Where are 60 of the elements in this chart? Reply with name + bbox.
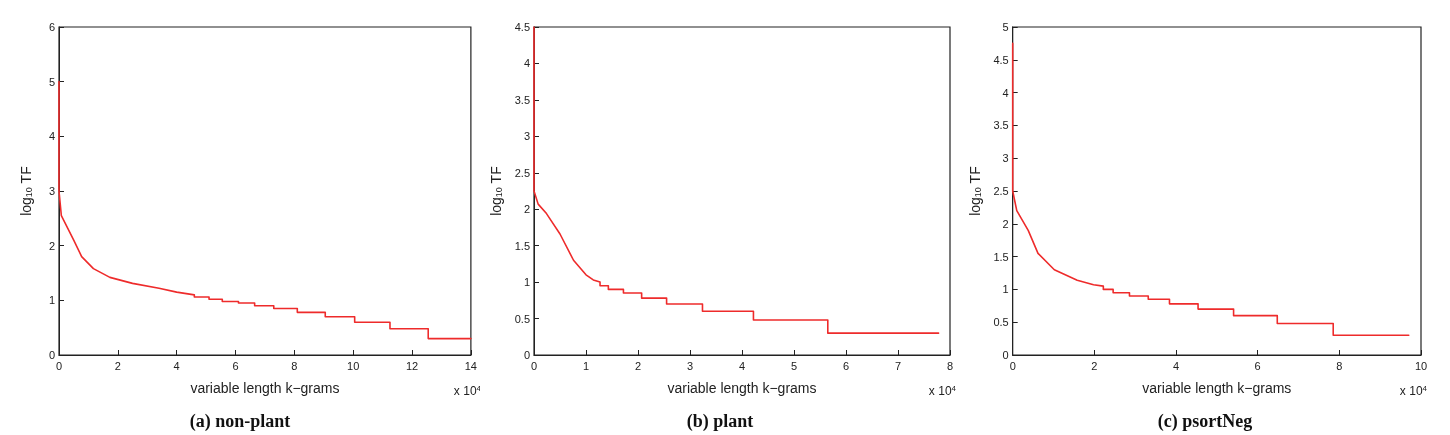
text: (c) psortNeg — [1157, 411, 1253, 432]
y-axis-title: log10 TF — [967, 166, 983, 216]
y-tick-label: 1 — [523, 276, 530, 289]
x-tick-label: 1 — [582, 359, 590, 372]
y-axis-title: log10 TF — [488, 166, 505, 216]
x-tick-label: 8 — [946, 359, 954, 372]
y-tick-label: 2.5 — [514, 166, 530, 179]
y-tick-label: 3.5 — [514, 93, 530, 106]
y-tick-label: 2 — [1002, 217, 1009, 230]
x-tick-label: 6 — [232, 359, 239, 372]
x-tick-label: 12 — [405, 359, 419, 372]
y-tick-label: 3 — [48, 185, 55, 197]
y-tick-label: 2.5 — [993, 185, 1009, 197]
y-tick-label: 1 — [1002, 283, 1009, 296]
x-tick-label: 8 — [291, 359, 298, 372]
x-tick-label: 4 — [1172, 359, 1180, 372]
x-tick-label: 4 — [173, 359, 180, 372]
y-tick-label: 1 — [48, 294, 55, 307]
y-tick-label: 0 — [523, 349, 530, 361]
y-tick-label: 1.5 — [993, 250, 1009, 263]
text: (b) plant — [686, 411, 754, 432]
y-tick-label: 0.5 — [514, 312, 530, 325]
x-tick-label: 7 — [894, 359, 902, 372]
x-tick-label: 3 — [686, 359, 694, 372]
y-tick-label: 4 — [523, 57, 530, 70]
y-tick-label: 4 — [1002, 86, 1009, 99]
x-tick-label: 5 — [790, 359, 798, 372]
x-tick-label: 10 — [347, 359, 360, 372]
x-axis-title: variable length k−grams — [667, 380, 817, 396]
x-tick-label: 4 — [738, 359, 746, 372]
x-tick-label: 10 — [1414, 359, 1428, 372]
y-tick-label: 2 — [48, 239, 55, 252]
y-tick-label: 0 — [1002, 349, 1009, 361]
x-tick-label: 6 — [842, 359, 850, 372]
y-tick-label: 6 — [48, 21, 55, 33]
x-tick-label: 2 — [1091, 359, 1098, 372]
y-axis-title: log10 TF — [17, 166, 34, 216]
y-tick-label: 4.5 — [514, 21, 530, 33]
x-tick-label: 6 — [1254, 359, 1261, 372]
y-tick-label: 5 — [48, 75, 55, 88]
y-tick-label: 4 — [48, 130, 55, 143]
y-tick-label: 3 — [523, 130, 530, 143]
x-tick-label: 2 — [114, 359, 121, 372]
y-tick-label: 2 — [523, 203, 530, 216]
y-tick-label: 0.5 — [993, 316, 1009, 329]
x-tick-label: 14 — [464, 359, 478, 372]
x-axis-title: variable length k−grams — [1142, 380, 1292, 396]
x-axis-title: variable length k−grams — [190, 380, 340, 396]
y-tick-label: 5 — [1002, 21, 1009, 33]
y-tick-label: 3 — [1002, 152, 1009, 165]
y-tick-label: 4.5 — [993, 53, 1009, 66]
y-tick-label: 3.5 — [993, 119, 1009, 132]
x-tick-label: 2 — [634, 359, 642, 372]
text: (a) non-plant — [189, 411, 291, 432]
line-series — [1011, 42, 1410, 337]
line-series — [58, 80, 472, 340]
y-tick-label: 1.5 — [514, 239, 530, 252]
y-tick-label: 0 — [48, 349, 55, 361]
line-series — [533, 26, 940, 334]
x-tick-label: 8 — [1336, 359, 1343, 372]
